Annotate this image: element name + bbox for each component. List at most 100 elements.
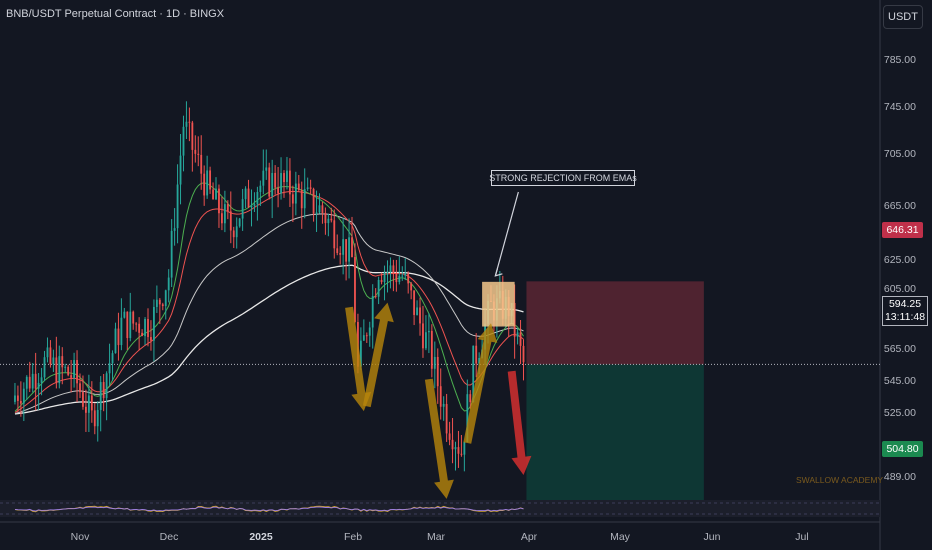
candle-body bbox=[52, 357, 55, 365]
candle-body bbox=[386, 271, 389, 273]
annotation-pointer bbox=[494, 191, 519, 277]
candle-body bbox=[427, 330, 430, 333]
candle-body bbox=[188, 121, 191, 123]
candle-body bbox=[259, 185, 262, 192]
candle-body bbox=[238, 218, 241, 227]
candle-body bbox=[135, 323, 138, 325]
candle-body bbox=[330, 218, 333, 221]
candle-body bbox=[141, 332, 144, 337]
candle-body bbox=[194, 149, 197, 154]
candle-body bbox=[345, 239, 348, 262]
candle-body bbox=[90, 395, 93, 411]
price-tick: 525.00 bbox=[883, 407, 916, 419]
candle-body bbox=[401, 275, 404, 277]
candle-body bbox=[522, 345, 525, 363]
candle-body bbox=[167, 277, 170, 291]
candle-body bbox=[49, 347, 52, 365]
candle-body bbox=[226, 204, 229, 212]
candle-body bbox=[102, 382, 105, 399]
candle-body bbox=[454, 447, 457, 450]
candle-body bbox=[362, 335, 365, 341]
candle-body bbox=[309, 187, 312, 189]
candle-body bbox=[31, 373, 34, 389]
candle-body bbox=[374, 295, 377, 297]
candle-body bbox=[430, 330, 433, 369]
candle-body bbox=[436, 356, 439, 387]
candle-body bbox=[371, 295, 374, 328]
candle-body bbox=[339, 252, 342, 255]
candle-body bbox=[64, 366, 67, 368]
candle-body bbox=[235, 226, 238, 238]
price-tick: 605.00 bbox=[883, 283, 916, 295]
candle-body bbox=[43, 357, 46, 378]
candle-body bbox=[300, 190, 303, 209]
price-tick: 785.00 bbox=[883, 54, 916, 66]
oscillator-band bbox=[0, 500, 880, 517]
candle-body bbox=[22, 388, 25, 404]
candle-body bbox=[40, 377, 43, 383]
candle-body bbox=[129, 311, 132, 339]
price-tick: 545.00 bbox=[883, 375, 916, 387]
candle-body bbox=[283, 173, 285, 183]
time-tick: Apr bbox=[520, 531, 538, 543]
candle-body bbox=[407, 273, 410, 284]
candle-body bbox=[212, 189, 214, 200]
candle-body bbox=[19, 400, 22, 404]
candle-body bbox=[303, 189, 306, 209]
candle-body bbox=[342, 239, 345, 255]
candle-body bbox=[318, 205, 321, 213]
candle-body bbox=[114, 328, 117, 354]
candle-body bbox=[120, 317, 123, 346]
candle-body bbox=[519, 332, 522, 346]
drawing-overlays bbox=[345, 191, 532, 499]
price-tick: 565.00 bbox=[883, 343, 916, 355]
candle-body bbox=[351, 237, 353, 258]
candle-body bbox=[37, 382, 40, 389]
candle-body bbox=[327, 218, 330, 224]
take-profit-zone bbox=[526, 364, 704, 508]
time-tick: Jul bbox=[795, 531, 809, 543]
time-tick: Jun bbox=[703, 531, 721, 543]
bar-countdown: 13:11:48 bbox=[884, 311, 926, 323]
candle-body bbox=[67, 366, 70, 376]
candle-body bbox=[144, 318, 146, 337]
candle-body bbox=[150, 337, 152, 341]
candle-body bbox=[82, 392, 84, 407]
position-zones bbox=[0, 281, 880, 508]
candle-body bbox=[395, 273, 398, 283]
candle-body bbox=[79, 383, 81, 393]
time-tick: Nov bbox=[70, 531, 90, 543]
ema-long-line bbox=[14, 264, 524, 415]
candle-body bbox=[105, 373, 108, 399]
candle-body bbox=[229, 211, 232, 231]
time-tick: Feb bbox=[343, 531, 363, 543]
candle-body bbox=[336, 248, 339, 253]
candle-body bbox=[232, 230, 235, 238]
candle-body bbox=[218, 188, 220, 214]
currency-selector[interactable]: USDT bbox=[883, 5, 923, 29]
candle-body bbox=[153, 306, 155, 341]
annotation-pointer-head bbox=[494, 268, 503, 277]
candle-body bbox=[271, 172, 274, 197]
price-tick: 625.00 bbox=[883, 254, 916, 266]
orange-up-arrow bbox=[362, 302, 394, 408]
watermark: SWALLOW ACADEMY bbox=[796, 475, 884, 485]
ema-red-line bbox=[14, 191, 524, 414]
candle-body bbox=[182, 126, 185, 156]
candle-body bbox=[368, 327, 371, 336]
candle-body bbox=[215, 188, 217, 200]
candle-body bbox=[433, 356, 436, 369]
candle-body bbox=[25, 376, 28, 389]
price-tick: 489.00 bbox=[883, 471, 916, 483]
candle-body bbox=[200, 154, 203, 174]
candle-body bbox=[197, 153, 200, 155]
candle-body bbox=[185, 121, 188, 127]
candle-body bbox=[475, 345, 478, 364]
candle-body bbox=[123, 311, 126, 318]
orange-down-arrow bbox=[424, 378, 454, 499]
candle-body bbox=[277, 187, 280, 194]
candle-body bbox=[265, 167, 268, 171]
candle-body bbox=[291, 194, 294, 204]
candle-body bbox=[155, 299, 158, 307]
